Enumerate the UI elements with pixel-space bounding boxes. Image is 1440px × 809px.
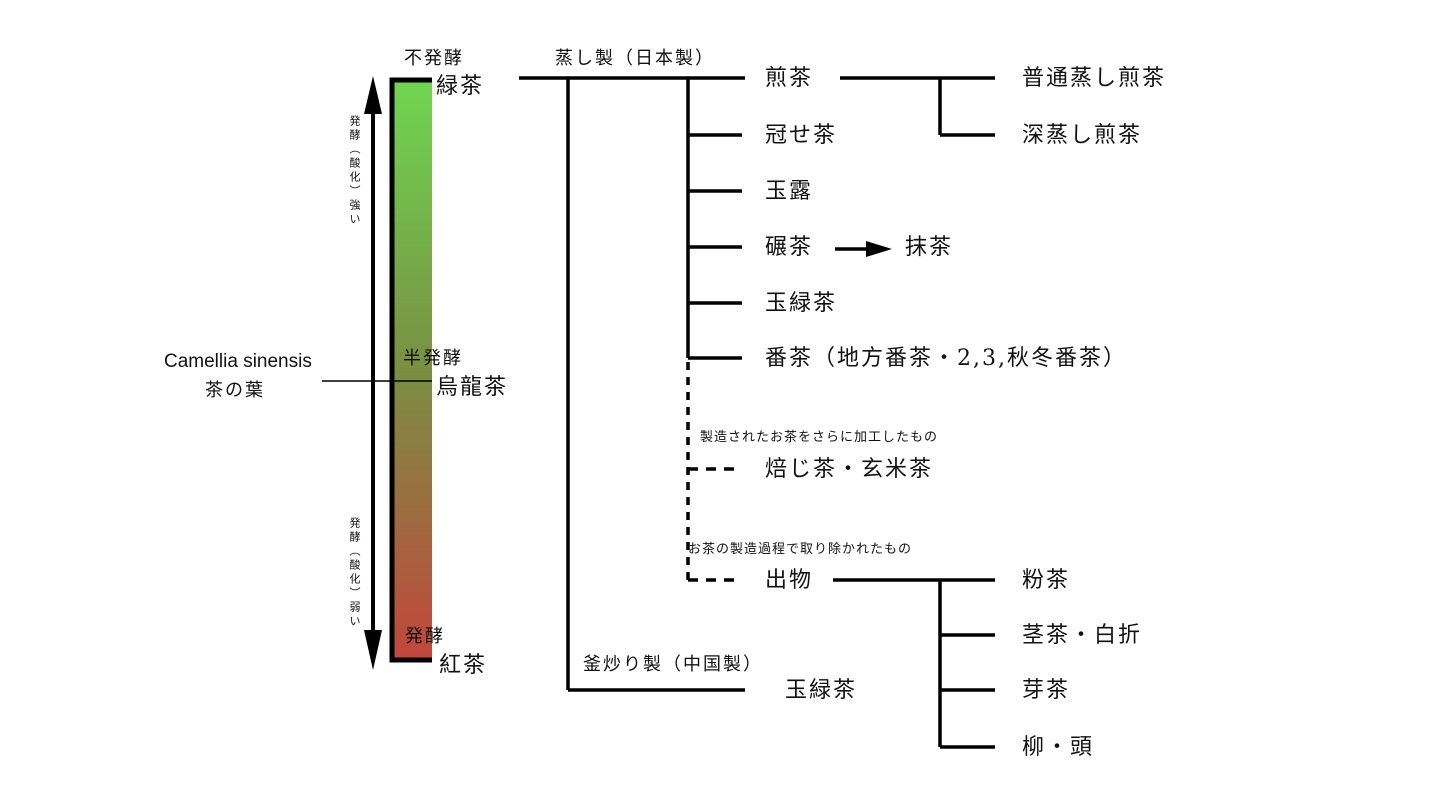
tea-item: 玉緑茶 bbox=[765, 291, 838, 316]
tea-item: 玉露 bbox=[765, 179, 814, 204]
tea-item: 番茶（地方番茶・2,3,秋冬番茶） bbox=[765, 346, 1127, 371]
panfired-label: 釜炒り製（中国製） bbox=[583, 654, 763, 675]
root-latin-name: Camellia sinensis bbox=[164, 351, 312, 372]
tea-item: 柳・頭 bbox=[1022, 735, 1095, 760]
tea-item: 焙じ茶・玄米茶 bbox=[765, 457, 934, 482]
tea-item: 茎茶・白折 bbox=[1022, 623, 1143, 648]
tea-item: 深蒸し煎茶 bbox=[1022, 123, 1143, 148]
tea-item: 碾茶 bbox=[765, 235, 814, 260]
arrow-up-label: 発酵（酸化）強い bbox=[348, 115, 361, 227]
tea-item: 粉茶 bbox=[1022, 568, 1071, 593]
processed-note: 製造されたお茶をさらに加工したもの bbox=[700, 430, 939, 445]
unfermented-label: 不発酵 bbox=[404, 48, 464, 69]
fermented-label: 発酵 bbox=[405, 626, 445, 647]
tea-item: 普通蒸し煎茶 bbox=[1022, 66, 1167, 91]
tea-item: 煎茶 bbox=[765, 66, 814, 91]
tea-item: 抹茶 bbox=[905, 235, 954, 260]
black-tea-label: 紅茶 bbox=[439, 653, 488, 678]
tea-item: 冠せ茶 bbox=[765, 123, 838, 148]
byproduct-note: お茶の製造過程で取り除かれたもの bbox=[688, 542, 913, 557]
tea-item: 出物 bbox=[765, 568, 814, 593]
tea-item: 芽茶 bbox=[1022, 678, 1071, 703]
fermentation-arrow bbox=[364, 76, 382, 670]
arrow-down-label: 発酵（酸化）弱い bbox=[348, 517, 361, 629]
root-japanese-name: 茶の葉 bbox=[205, 380, 265, 401]
oolong-label: 烏龍茶 bbox=[436, 375, 509, 400]
branch-lines bbox=[519, 76, 995, 749]
tea-item: 玉緑茶 bbox=[785, 678, 858, 703]
semi-fermented-label: 半発酵 bbox=[403, 348, 463, 369]
steamed-label: 蒸し製（日本製） bbox=[555, 48, 715, 69]
fermentation-bar bbox=[389, 77, 432, 663]
arrow-right-icon bbox=[866, 241, 892, 257]
green-tea-label: 緑茶 bbox=[436, 74, 485, 99]
